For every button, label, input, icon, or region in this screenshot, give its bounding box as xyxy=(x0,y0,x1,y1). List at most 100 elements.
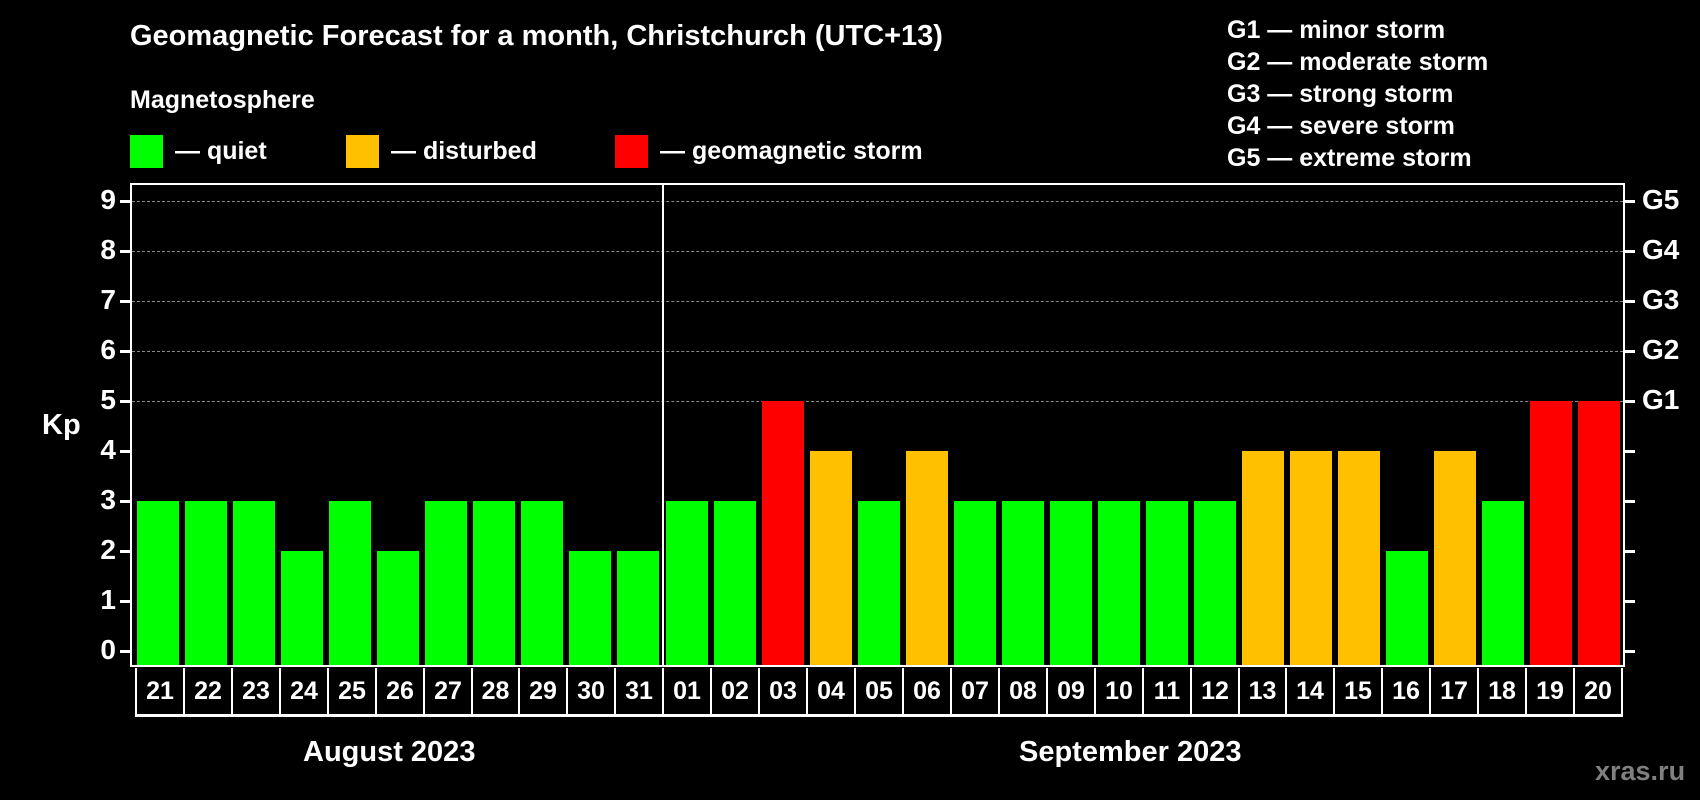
bar-quiet xyxy=(666,501,708,665)
bar-quiet xyxy=(569,551,611,665)
bar-quiet xyxy=(1482,501,1524,665)
bar-quiet xyxy=(714,501,756,665)
storm-scale-g4: G4 — severe storm xyxy=(1227,112,1455,140)
date-label: 30 xyxy=(568,668,616,714)
month-label-september: September 2023 xyxy=(1019,736,1242,768)
date-label: 08 xyxy=(1000,668,1048,714)
date-label: 26 xyxy=(377,668,425,714)
y-tick-label: 1 xyxy=(100,584,116,615)
date-label: 12 xyxy=(1192,668,1240,714)
bar-quiet xyxy=(281,551,323,665)
bar-quiet xyxy=(473,501,515,665)
disturbed-swatch xyxy=(346,134,379,168)
bar-quiet xyxy=(185,501,227,665)
y-tick xyxy=(120,400,130,403)
y-tick-label: 2 xyxy=(100,534,116,565)
g-scale-label: G2 xyxy=(1642,334,1680,365)
y-tick-right xyxy=(1625,400,1635,403)
bar-quiet xyxy=(329,501,371,665)
y-tick-label: 5 xyxy=(100,384,116,415)
date-label: 04 xyxy=(808,668,856,714)
date-label: 21 xyxy=(137,668,185,714)
y-tick xyxy=(120,500,130,503)
gridline xyxy=(132,251,1623,252)
bar-disturbed xyxy=(906,451,948,665)
date-label: 01 xyxy=(664,668,712,714)
date-label: 28 xyxy=(473,668,520,714)
y-tick xyxy=(120,450,130,453)
bar-quiet xyxy=(137,501,179,665)
date-label: 20 xyxy=(1575,668,1623,714)
date-label: 02 xyxy=(712,668,760,714)
legend-label: — disturbed xyxy=(391,136,537,165)
bar-quiet xyxy=(954,501,996,665)
chart-title: Geomagnetic Forecast for a month, Christ… xyxy=(130,20,943,52)
date-label: 13 xyxy=(1240,668,1287,714)
g-scale-label: G5 xyxy=(1642,184,1680,215)
quiet-swatch xyxy=(130,134,163,168)
date-label: 09 xyxy=(1048,668,1096,714)
storm-swatch xyxy=(615,134,648,168)
bar-quiet xyxy=(1050,501,1092,665)
legend-item-disturbed: — disturbed xyxy=(346,134,537,168)
y-tick xyxy=(120,300,130,303)
g-scale-label: G3 xyxy=(1642,284,1680,315)
date-label: 25 xyxy=(329,668,377,714)
g-scale-label: G1 xyxy=(1642,384,1680,415)
bar-disturbed xyxy=(810,451,852,665)
bar-quiet xyxy=(233,501,275,665)
legend-label: — quiet xyxy=(175,136,267,165)
y-tick-right xyxy=(1625,600,1635,603)
y-tick xyxy=(120,650,130,653)
y-tick-right xyxy=(1625,550,1635,553)
y-tick-right xyxy=(1625,450,1635,453)
date-label: 10 xyxy=(1096,668,1144,714)
y-tick-label: 8 xyxy=(100,234,116,265)
bar-disturbed xyxy=(1338,451,1380,665)
date-label: 11 xyxy=(1144,668,1192,714)
date-label: 23 xyxy=(233,668,281,714)
storm-scale-g2: G2 — moderate storm xyxy=(1227,48,1489,76)
y-tick-right xyxy=(1625,300,1635,303)
watermark: xras.ru xyxy=(1595,756,1686,786)
gridline xyxy=(132,301,1623,302)
bar-quiet xyxy=(1002,501,1044,665)
y-tick xyxy=(120,200,130,203)
date-label: 24 xyxy=(281,668,329,714)
y-tick-label: 0 xyxy=(100,634,116,665)
legend-label: — geomagnetic storm xyxy=(660,136,923,165)
g-scale-label: G4 xyxy=(1642,234,1680,265)
date-label: 29 xyxy=(520,668,568,714)
bar-disturbed xyxy=(1434,451,1476,665)
bar-quiet xyxy=(1098,501,1140,665)
date-label: 14 xyxy=(1287,668,1335,714)
y-tick xyxy=(120,550,130,553)
bar-quiet xyxy=(521,501,563,665)
date-label: 31 xyxy=(616,668,664,714)
y-tick-label: 7 xyxy=(100,284,116,315)
y-axis-label: Kp xyxy=(42,409,81,441)
date-label: 03 xyxy=(760,668,808,714)
bar-quiet xyxy=(858,501,900,665)
date-label: 15 xyxy=(1335,668,1383,714)
bar-quiet xyxy=(1194,501,1236,665)
legend-heading: Magnetosphere xyxy=(130,86,315,114)
gridline xyxy=(132,201,1623,202)
storm-scale-g5: G5 — extreme storm xyxy=(1227,144,1472,172)
month-divider xyxy=(662,183,664,667)
legend-item-quiet: — quiet xyxy=(130,134,267,168)
legend-item-storm: — geomagnetic storm xyxy=(615,134,923,168)
bar-quiet xyxy=(425,501,467,665)
storm-scale-legend: G1 — minor storm G2 — moderate storm G3 … xyxy=(1227,14,1488,174)
bar-quiet xyxy=(617,551,659,665)
bar-storm xyxy=(762,401,804,665)
date-label: 05 xyxy=(856,668,904,714)
y-tick xyxy=(120,350,130,353)
month-label-august: August 2023 xyxy=(303,736,476,768)
y-tick-label: 6 xyxy=(100,334,116,365)
y-tick xyxy=(120,600,130,603)
bar-disturbed xyxy=(1242,451,1284,665)
bar-quiet xyxy=(1386,551,1428,665)
bar-storm xyxy=(1578,401,1620,665)
bar-disturbed xyxy=(1290,451,1332,665)
